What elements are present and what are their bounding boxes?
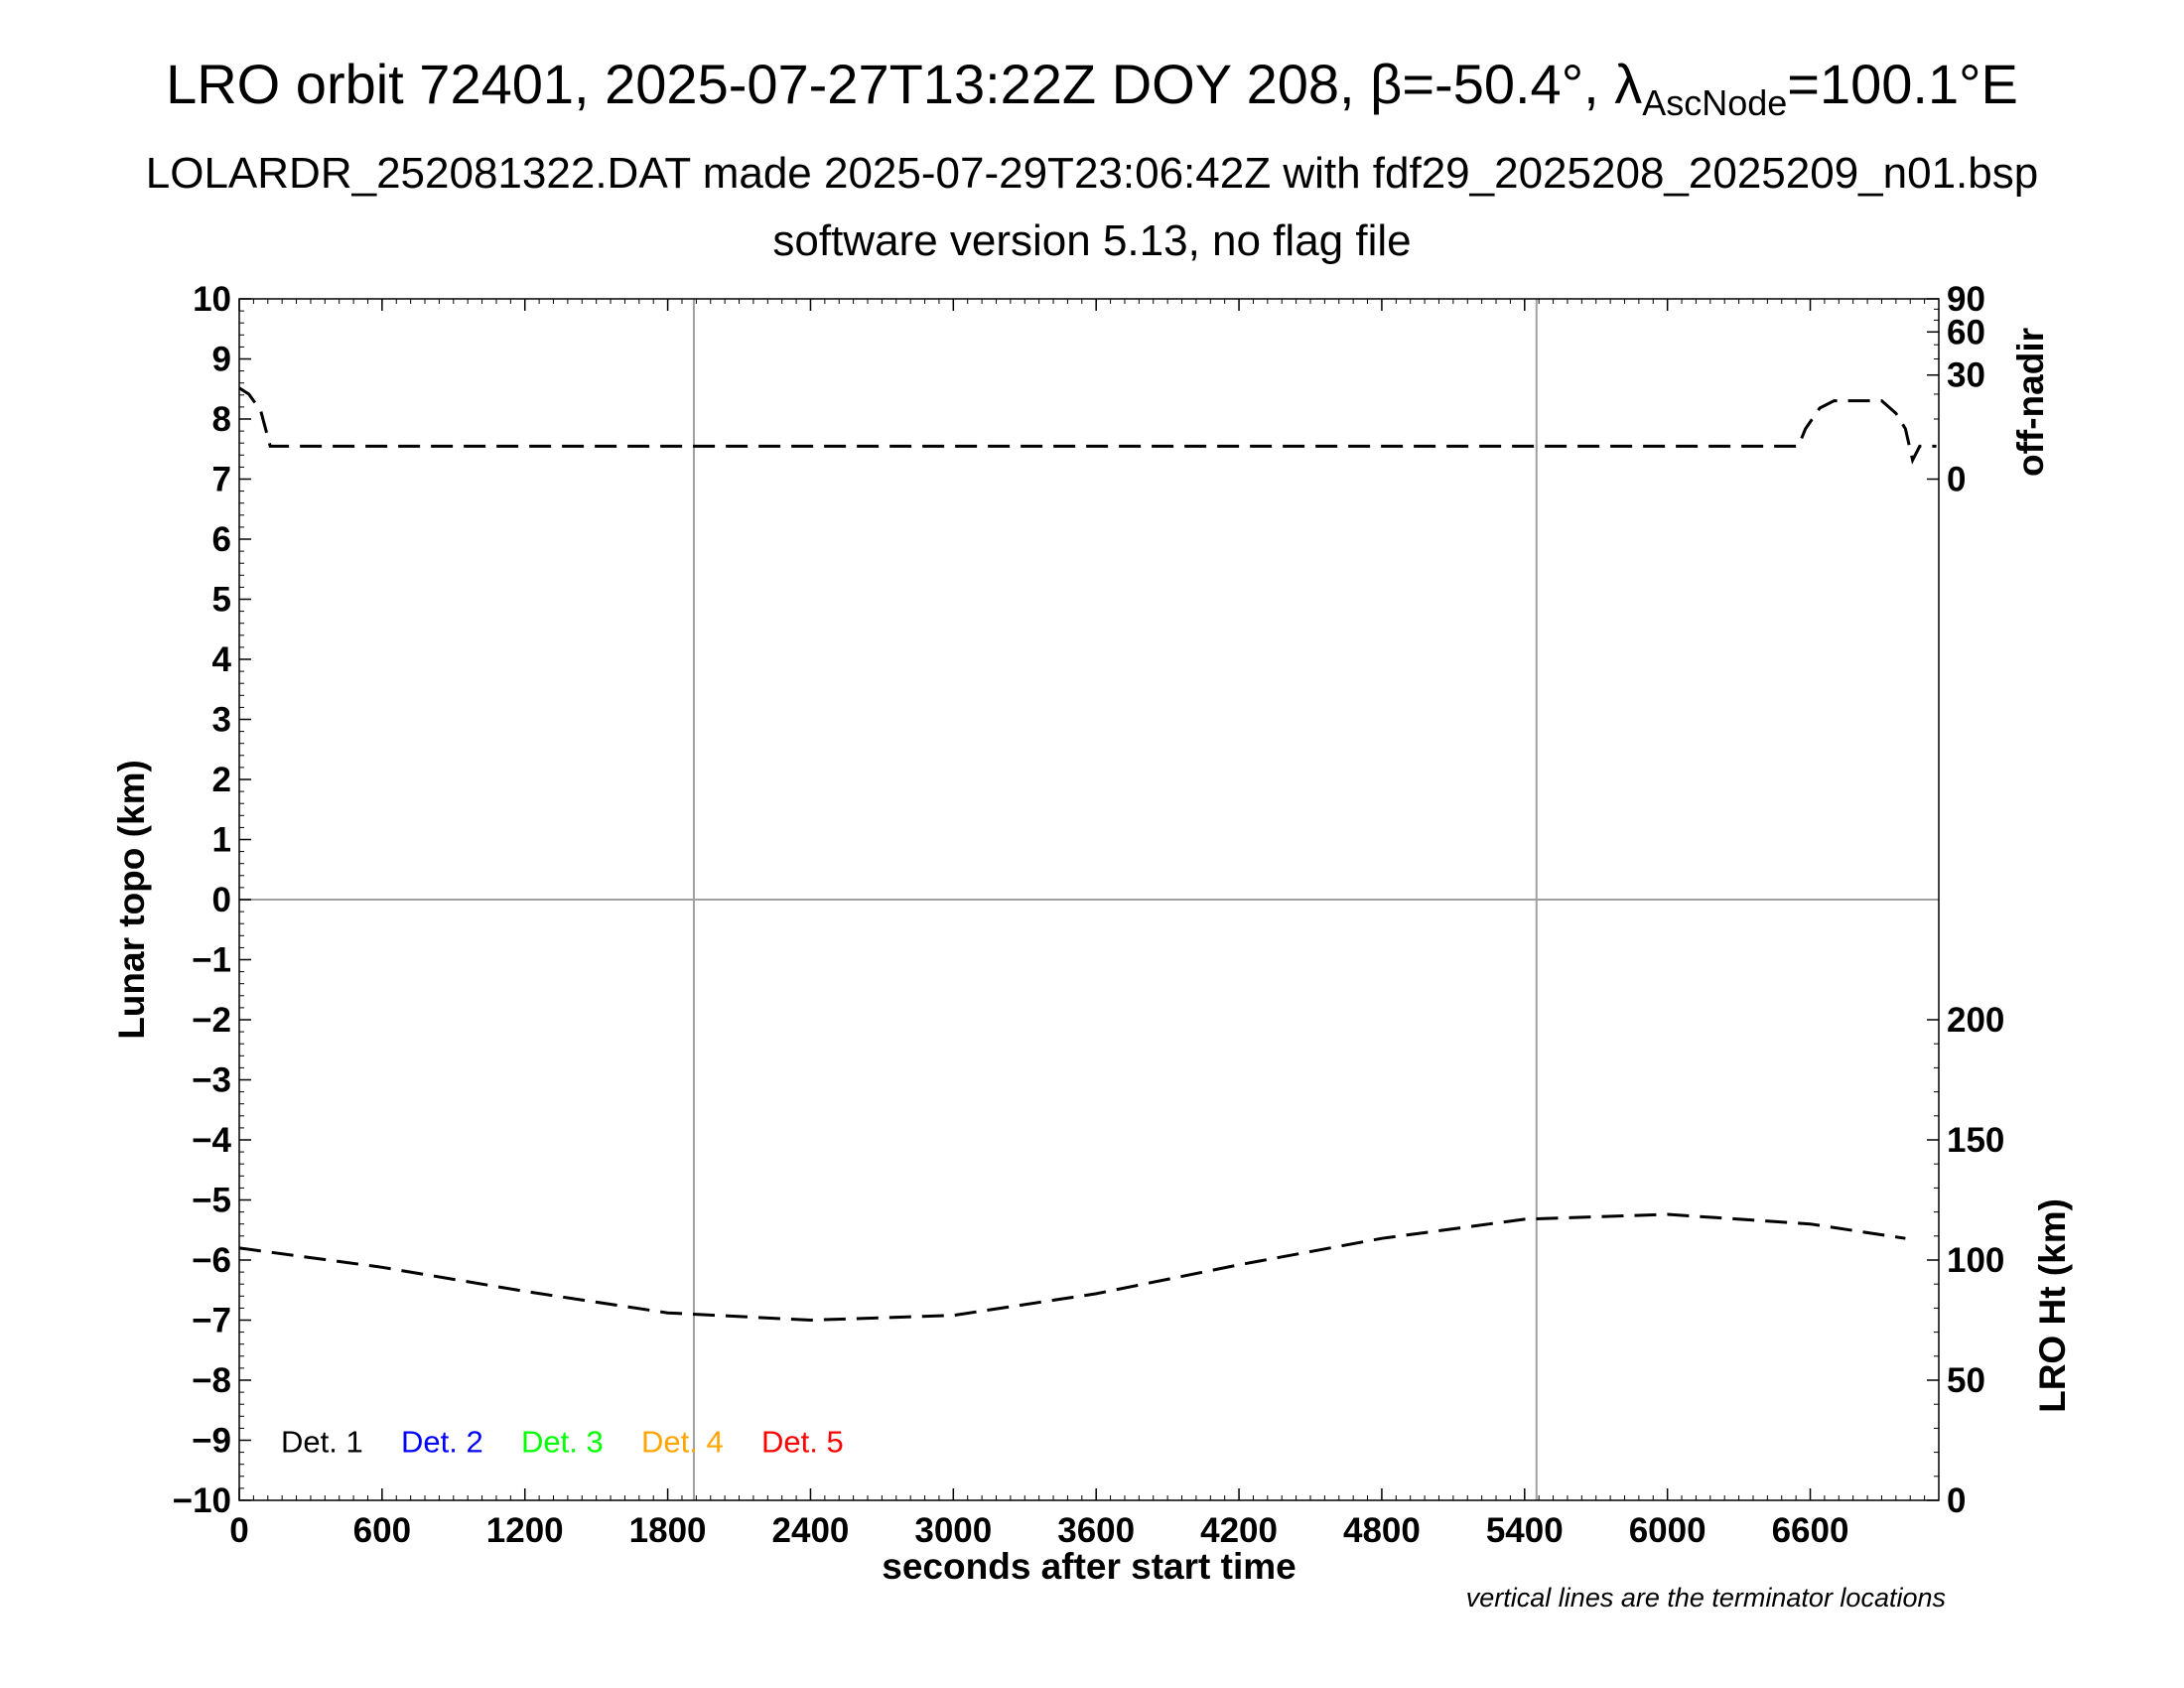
y-tick-label: 5 bbox=[212, 581, 231, 620]
chart-title-subscript: AscNode bbox=[1642, 82, 1788, 124]
y-tick-label: −8 bbox=[192, 1361, 231, 1400]
height-tick-label: 200 bbox=[1947, 1001, 2004, 1040]
chart-title: LRO orbit 72401, 2025-07-27T13:22Z DOY 2… bbox=[0, 52, 2184, 124]
x-tick-label: 4800 bbox=[1343, 1511, 1421, 1550]
y-tick-label: −10 bbox=[173, 1481, 231, 1520]
legend-entry: Det. 5 bbox=[761, 1425, 844, 1460]
terminator-note: vertical lines are the terminator locati… bbox=[1466, 1583, 1946, 1613]
y-tick-label: 8 bbox=[212, 400, 231, 439]
chart-subtitle: LOLARDR_252081322.DAT made 2025-07-29T23… bbox=[145, 149, 2039, 198]
y-tick-label: −5 bbox=[192, 1182, 231, 1220]
lro-height-axis-title: LRO Ht (km) bbox=[2032, 1198, 2073, 1413]
x-tick-label: 3000 bbox=[914, 1511, 992, 1550]
y-tick-label: −3 bbox=[192, 1061, 231, 1100]
y-axis-title: Lunar topo (km) bbox=[111, 760, 152, 1040]
legend: Det. 1 Det. 2 Det. 3 Det. 4 Det. 5 bbox=[281, 1425, 844, 1460]
y-tick-label: 3 bbox=[212, 701, 231, 740]
off-nadir-tick-label: 30 bbox=[1947, 356, 1985, 395]
height-tick-label: 150 bbox=[1947, 1121, 2004, 1160]
x-tick-label: 2400 bbox=[772, 1511, 850, 1550]
y-tick-label: 1 bbox=[212, 821, 231, 860]
y-tick-label: −1 bbox=[192, 941, 231, 980]
series-layer bbox=[238, 386, 1937, 1323]
off-nadir-tick-label: 0 bbox=[1947, 461, 1966, 499]
off-nadir-axis-title: off-nadir bbox=[2010, 328, 2051, 477]
x-tick-label: 1800 bbox=[629, 1511, 707, 1550]
y-tick-label: 0 bbox=[212, 881, 231, 919]
y-tick-label: −2 bbox=[192, 1001, 231, 1040]
x-tick-label: 0 bbox=[229, 1511, 248, 1550]
height-tick-label: 0 bbox=[1947, 1481, 1966, 1520]
lro-height-series bbox=[238, 1212, 1906, 1323]
off-nadir-series bbox=[238, 386, 1937, 465]
chart-title-main: LRO orbit 72401, 2025-07-27T13:22Z DOY 2… bbox=[166, 53, 1643, 115]
y-tick-label: 2 bbox=[212, 761, 231, 799]
y-tick-label: −6 bbox=[192, 1241, 231, 1280]
y-tick-label: −4 bbox=[192, 1121, 231, 1160]
y-tick-label: 6 bbox=[212, 520, 231, 559]
height-tick-label: 50 bbox=[1947, 1361, 1985, 1400]
legend-entry: Det. 2 bbox=[401, 1425, 483, 1460]
x-tick-label: 3600 bbox=[1057, 1511, 1135, 1550]
off-nadir-tick-label: 60 bbox=[1947, 313, 1985, 352]
x-tick-label: 1200 bbox=[486, 1511, 564, 1550]
y-tick-label: 9 bbox=[212, 341, 231, 379]
y-tick-label: 4 bbox=[212, 640, 232, 679]
x-tick-label: 4200 bbox=[1200, 1511, 1278, 1550]
chart-title-end: =100.1°E bbox=[1787, 53, 2018, 115]
y-tick-label: 7 bbox=[212, 461, 231, 499]
chart-version-line: software version 5.13, no flag file bbox=[772, 216, 1412, 265]
legend-entry: Det. 3 bbox=[521, 1425, 604, 1460]
y-tick-label: 10 bbox=[193, 280, 231, 319]
legend-entry: Det. 4 bbox=[641, 1425, 724, 1460]
tick-marks bbox=[238, 298, 1940, 1501]
x-tick-label: 600 bbox=[353, 1511, 411, 1550]
off-nadir-tick-label: 90 bbox=[1947, 280, 1985, 319]
x-axis-title: seconds after start time bbox=[882, 1546, 1296, 1587]
grid-lines bbox=[239, 299, 1939, 1500]
height-tick-label: 100 bbox=[1947, 1241, 2004, 1280]
y-tick-label: −7 bbox=[192, 1302, 231, 1340]
y-tick-label: −9 bbox=[192, 1422, 231, 1461]
legend-entry: Det. 1 bbox=[281, 1425, 363, 1460]
x-tick-label: 6000 bbox=[1629, 1511, 1706, 1550]
tick-labels: 0 600 1200 1800 2400 3000 3600 4200 4800 5400 6000… bbox=[173, 280, 2005, 1550]
x-tick-label: 5400 bbox=[1486, 1511, 1564, 1550]
x-tick-label: 6600 bbox=[1772, 1511, 1849, 1550]
